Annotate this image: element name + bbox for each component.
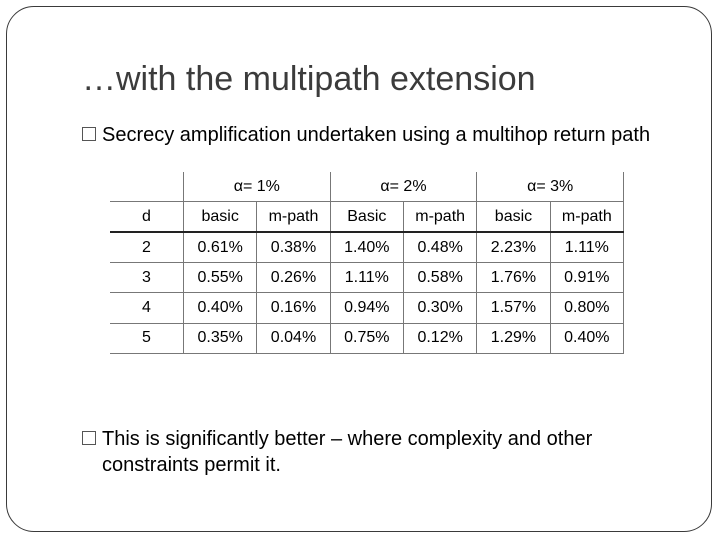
table-cell: 0.35% <box>182 322 258 355</box>
bullet-text: Secrecy amplification undertaken using a… <box>102 124 651 146</box>
table-cell: 1.11% <box>549 231 625 264</box>
table-column-header-row: d basic m-path Basic m-path basic m-path <box>110 201 625 233</box>
table-cell: 0.12% <box>402 322 478 355</box>
table-cell: 0.91% <box>549 262 625 294</box>
table-column-header: basic <box>182 201 258 233</box>
table-group-header: α= 2% <box>329 172 478 202</box>
table-group-header-row: α= 1% α= 2% α= 3% <box>110 172 624 202</box>
table-cell: 1.29% <box>476 322 551 355</box>
bullet-text: This is significantly better – where com… <box>102 428 593 476</box>
table-cell: 5 <box>110 322 184 355</box>
table-group-header: α= 3% <box>476 172 624 202</box>
bullet-box-icon <box>82 431 96 445</box>
table-cell: 0.04% <box>256 322 331 355</box>
table-column-header: m-path <box>256 201 331 233</box>
table-column-header: Basic <box>329 201 404 233</box>
table-cell: 0.61% <box>182 231 258 264</box>
results-table-image: α= 1% α= 2% α= 3% d basic m-path Basic m… <box>110 172 625 355</box>
table-cell: 1.57% <box>476 292 551 324</box>
table-cell: 1.76% <box>476 262 551 294</box>
table-column-header: m-path <box>402 201 478 233</box>
table-cell: 0.58% <box>402 262 478 294</box>
table-cell: 0.94% <box>329 292 404 324</box>
table-cell: 0.40% <box>182 292 258 324</box>
results-table: α= 1% α= 2% α= 3% d basic m-path Basic m… <box>110 172 625 355</box>
table-cell: 0.16% <box>256 292 331 324</box>
table-cell: 0.30% <box>402 292 478 324</box>
table-cell: 0.26% <box>256 262 331 294</box>
table-cell: 0.55% <box>182 262 258 294</box>
table-header-empty <box>110 172 184 202</box>
table-cell: 0.38% <box>256 231 331 264</box>
table-cell: 0.80% <box>549 292 625 324</box>
table-row: 3 0.55% 0.26% 1.11% 0.58% 1.76% 0.91% <box>110 262 625 294</box>
table-row: 2 0.61% 0.38% 1.40% 0.48% 2.23% 1.11% <box>110 231 625 264</box>
bullet-box-icon <box>82 127 96 141</box>
bullet-secrecy-amplification: Secrecy amplification undertaken using a… <box>82 122 682 168</box>
bullet-significantly-better: This is significantly better – where com… <box>82 426 662 478</box>
slide-title: …with the multipath extension <box>82 60 536 98</box>
table-cell: 2 <box>110 231 184 264</box>
table-cell: 0.40% <box>549 322 625 355</box>
table-column-header: d <box>110 201 184 233</box>
table-cell: 3 <box>110 262 184 294</box>
table-cell: 0.75% <box>329 322 404 355</box>
table-column-header: basic <box>476 201 551 233</box>
table-cell: 4 <box>110 292 184 324</box>
table-cell: 1.11% <box>329 262 404 294</box>
table-row: 4 0.40% 0.16% 0.94% 0.30% 1.57% 0.80% <box>110 292 625 324</box>
table-cell: 0.48% <box>402 231 478 264</box>
table-row: 5 0.35% 0.04% 0.75% 0.12% 1.29% 0.40% <box>110 322 625 355</box>
table-group-header: α= 1% <box>183 172 331 202</box>
table-cell: 2.23% <box>476 231 551 264</box>
table-cell: 1.40% <box>329 231 404 264</box>
table-column-header: m-path <box>549 201 625 233</box>
